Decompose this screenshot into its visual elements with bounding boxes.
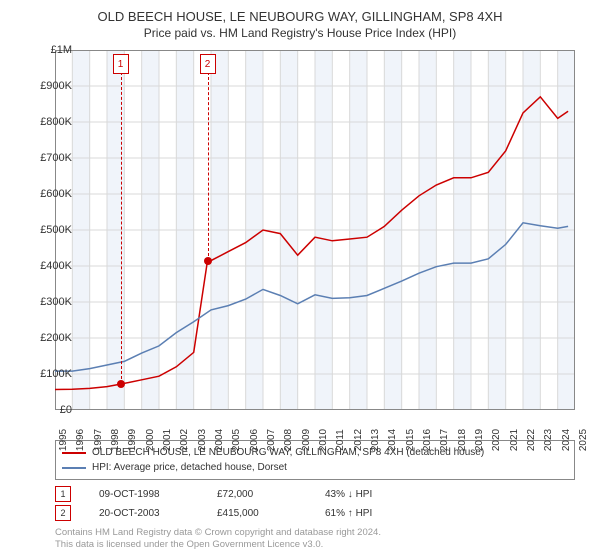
- y-tick-label: £400K: [40, 260, 72, 272]
- sale-price: £72,000: [217, 489, 297, 500]
- x-tick-label: 2025: [578, 429, 589, 451]
- y-tick-label: £500K: [40, 224, 72, 236]
- x-tick-label: 2006: [249, 429, 260, 451]
- legend-label: HPI: Average price, detached house, Dors…: [92, 460, 287, 475]
- chart-footer: OLD BEECH HOUSE, LE NEUBOURG WAY, GILLIN…: [55, 440, 575, 552]
- chart-title: OLD BEECH HOUSE, LE NEUBOURG WAY, GILLIN…: [0, 0, 600, 26]
- sale-marker-box: 1: [55, 486, 71, 502]
- x-tick-label: 2022: [526, 429, 537, 451]
- sale-marker-box: 1: [113, 54, 129, 74]
- sale-row: 2 20-OCT-2003 £415,000 61% ↑ HPI: [55, 505, 575, 521]
- chart-container: OLD BEECH HOUSE, LE NEUBOURG WAY, GILLIN…: [0, 0, 600, 560]
- y-tick-label: £200K: [40, 332, 72, 344]
- attribution-line: This data is licensed under the Open Gov…: [55, 539, 575, 551]
- x-tick-label: 2016: [422, 429, 433, 451]
- y-tick-label: £800K: [40, 116, 72, 128]
- x-tick-label: 2003: [197, 429, 208, 451]
- sale-marker-box: 2: [55, 505, 71, 521]
- legend-item: HPI: Average price, detached house, Dors…: [62, 460, 568, 475]
- x-tick-label: 2000: [145, 429, 156, 451]
- x-tick-label: 2002: [179, 429, 190, 451]
- chart-svg: [55, 50, 575, 410]
- x-tick-label: 2008: [283, 429, 294, 451]
- x-tick-label: 1997: [93, 429, 104, 451]
- x-tick-label: 2021: [509, 429, 520, 451]
- x-tick-label: 2015: [405, 429, 416, 451]
- y-tick-label: £900K: [40, 80, 72, 92]
- x-tick-label: 2010: [318, 429, 329, 451]
- x-tick-label: 2018: [457, 429, 468, 451]
- sale-marker-line: [121, 72, 122, 384]
- x-tick-label: 2011: [335, 429, 346, 451]
- sale-marker-line: [208, 72, 209, 261]
- plot-area: [55, 50, 575, 410]
- x-tick-label: 2023: [543, 429, 554, 451]
- y-tick-label: £300K: [40, 296, 72, 308]
- x-tick-label: 2019: [474, 429, 485, 451]
- sale-date: 20-OCT-2003: [99, 508, 189, 519]
- x-tick-label: 2007: [266, 429, 277, 451]
- x-tick-label: 1999: [127, 429, 138, 451]
- legend-swatch: [62, 452, 86, 454]
- x-tick-label: 1998: [110, 429, 121, 451]
- sale-pct: 61% ↑ HPI: [325, 508, 425, 519]
- legend-swatch: [62, 467, 86, 469]
- x-tick-label: 2014: [387, 429, 398, 451]
- x-tick-label: 2024: [561, 429, 572, 451]
- sale-marker-dot: [204, 257, 212, 265]
- x-tick-label: 1996: [75, 429, 86, 451]
- x-tick-label: 2017: [439, 429, 450, 451]
- x-tick-label: 2013: [370, 429, 381, 451]
- x-tick-label: 2004: [214, 429, 225, 451]
- chart-subtitle: Price paid vs. HM Land Registry's House …: [0, 26, 600, 44]
- attribution-line: Contains HM Land Registry data © Crown c…: [55, 527, 575, 539]
- sale-pct: 43% ↓ HPI: [325, 489, 425, 500]
- x-tick-label: 2012: [353, 429, 364, 451]
- x-tick-label: 2001: [162, 429, 173, 451]
- sale-marker-box: 2: [200, 54, 216, 74]
- x-tick-label: 2005: [231, 429, 242, 451]
- y-tick-label: £100K: [40, 368, 72, 380]
- x-tick-label: 2009: [301, 429, 312, 451]
- sale-row: 1 09-OCT-1998 £72,000 43% ↓ HPI: [55, 486, 575, 502]
- x-tick-label: 1995: [58, 429, 69, 451]
- sale-date: 09-OCT-1998: [99, 489, 189, 500]
- y-tick-label: £1M: [51, 44, 72, 56]
- y-tick-label: £0: [60, 404, 72, 416]
- y-tick-label: £600K: [40, 188, 72, 200]
- y-tick-label: £700K: [40, 152, 72, 164]
- sale-price: £415,000: [217, 508, 297, 519]
- attribution: Contains HM Land Registry data © Crown c…: [55, 527, 575, 552]
- x-tick-label: 2020: [491, 429, 502, 451]
- sale-marker-dot: [117, 380, 125, 388]
